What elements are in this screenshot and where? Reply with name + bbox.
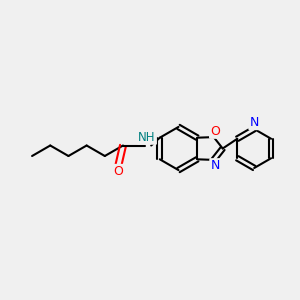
Text: NH: NH (138, 130, 156, 144)
Text: O: O (114, 165, 123, 178)
Text: O: O (210, 124, 220, 138)
Text: N: N (250, 116, 259, 129)
Text: N: N (211, 159, 220, 172)
